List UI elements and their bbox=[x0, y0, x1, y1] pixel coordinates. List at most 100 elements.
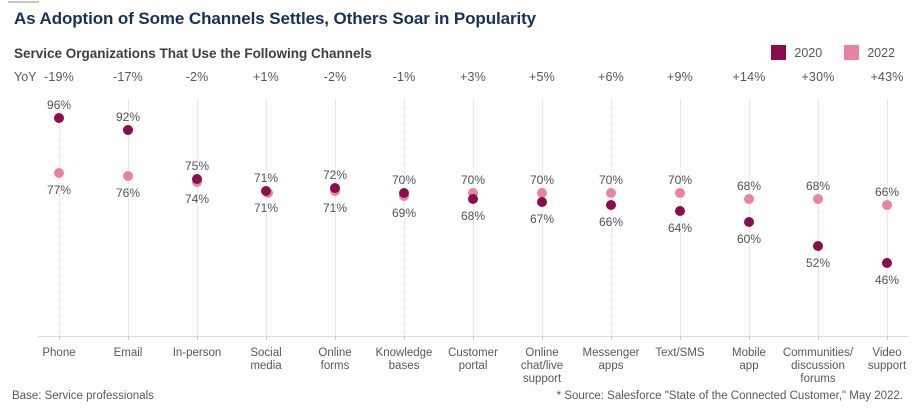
column-gridline bbox=[59, 100, 60, 336]
yoy-value: -2% bbox=[323, 70, 347, 84]
column-gridline bbox=[680, 100, 681, 336]
yoy-value: +43% bbox=[870, 70, 904, 84]
value-label-high: 66% bbox=[874, 185, 900, 199]
axis-tick bbox=[266, 336, 267, 340]
value-label-low: 67% bbox=[529, 212, 555, 227]
dot-2022-8 bbox=[606, 188, 616, 199]
axis-tick bbox=[59, 336, 60, 340]
category-label: Phone bbox=[42, 347, 76, 359]
value-label-high: 70% bbox=[598, 173, 624, 188]
value-label-low: 52% bbox=[805, 255, 831, 270]
dot-2022-11 bbox=[813, 194, 823, 205]
value-label-low: 69% bbox=[391, 206, 417, 221]
yoy-value: +1% bbox=[253, 70, 279, 84]
value-label-low: 46% bbox=[874, 273, 900, 287]
axis-tick bbox=[611, 336, 612, 340]
dot-2022-12 bbox=[882, 200, 892, 210]
category-label: Online forms bbox=[318, 347, 352, 372]
dot-2022-6 bbox=[468, 188, 478, 199]
value-label-high: 75% bbox=[184, 158, 210, 173]
column-gridline bbox=[128, 100, 129, 336]
value-label-high: 70% bbox=[391, 173, 417, 188]
yoy-value: -17% bbox=[113, 70, 143, 84]
category-label: Knowledge bases bbox=[375, 347, 433, 372]
dot-2020-4 bbox=[330, 182, 340, 193]
category-label: Online chat/live support bbox=[520, 347, 564, 385]
dot-2022-7 bbox=[537, 188, 547, 199]
dot-2022-10 bbox=[744, 194, 754, 205]
yoy-value: -2% bbox=[185, 70, 209, 84]
column-gridline bbox=[335, 100, 336, 336]
legend-item-2022: 2022 bbox=[844, 45, 895, 60]
footer-source-note: * Source: Salesforce "State of the Conne… bbox=[556, 390, 903, 402]
dot-2020-11 bbox=[813, 240, 823, 251]
column-gridline bbox=[818, 100, 819, 336]
axis-tick bbox=[335, 336, 336, 340]
chart-title: As Adoption of Some Channels Settles, Ot… bbox=[14, 9, 537, 28]
axis-tick bbox=[818, 336, 819, 340]
legend: 2020 2022 bbox=[771, 45, 895, 60]
category-label: Text/SMS bbox=[655, 347, 705, 359]
value-label-high: 70% bbox=[667, 173, 693, 188]
footer-base-note: Base: Service professionals bbox=[12, 390, 154, 402]
value-label-low: 66% bbox=[598, 215, 624, 229]
column-gridline bbox=[404, 100, 405, 336]
axis-tick bbox=[887, 336, 888, 340]
dot-2020-5 bbox=[399, 188, 409, 199]
yoy-value: +3% bbox=[460, 70, 486, 84]
yoy-row-label: YoY bbox=[14, 70, 37, 84]
axis-tick bbox=[197, 336, 198, 340]
value-label-high: 70% bbox=[460, 173, 486, 188]
legend-swatch-2022 bbox=[844, 45, 860, 60]
value-label-high: 96% bbox=[46, 98, 72, 112]
value-label-high: 68% bbox=[736, 179, 762, 194]
value-label-low: 76% bbox=[115, 186, 141, 200]
axis-tick bbox=[749, 336, 750, 340]
dot-2020-2 bbox=[192, 173, 202, 184]
value-label-high: 71% bbox=[253, 170, 279, 185]
value-label-high: 72% bbox=[322, 167, 348, 182]
yoy-value: +9% bbox=[667, 70, 693, 84]
chart-subtitle: Service Organizations That Use the Follo… bbox=[14, 46, 372, 61]
value-label-high: 70% bbox=[529, 173, 555, 188]
yoy-value: +30% bbox=[801, 70, 835, 84]
column-gridline bbox=[197, 100, 198, 336]
dot-2022-9 bbox=[675, 188, 685, 199]
value-label-low: 74% bbox=[184, 191, 210, 206]
value-label-low: 64% bbox=[667, 220, 693, 235]
category-label: Communities/ discussion forums bbox=[782, 347, 854, 385]
yoy-value: +14% bbox=[732, 70, 766, 84]
dot-2020-7 bbox=[537, 197, 547, 208]
column-gridline bbox=[542, 100, 543, 336]
dot-2022-1 bbox=[123, 171, 133, 181]
dot-2020-10 bbox=[744, 217, 754, 228]
value-label-low: 60% bbox=[736, 232, 762, 247]
value-label-low: 71% bbox=[322, 200, 348, 215]
value-label-high: 92% bbox=[115, 109, 141, 124]
column-gridline bbox=[611, 100, 612, 336]
column-gridline bbox=[887, 100, 888, 336]
legend-item-2020: 2020 bbox=[771, 45, 822, 60]
value-label-low: 77% bbox=[46, 183, 72, 198]
category-label: In-person bbox=[172, 347, 222, 359]
category-label: Customer portal bbox=[448, 347, 498, 372]
dot-2020-9 bbox=[675, 205, 685, 216]
dot-2020-3 bbox=[261, 185, 271, 196]
legend-label-2020: 2020 bbox=[794, 45, 823, 60]
axis-tick bbox=[680, 336, 681, 340]
value-label-low: 71% bbox=[253, 200, 279, 215]
legend-label-2022: 2022 bbox=[867, 45, 895, 60]
value-label-high: 68% bbox=[805, 179, 831, 194]
dot-2020-6 bbox=[468, 194, 478, 205]
axis-tick bbox=[404, 336, 405, 340]
dot-2020-12 bbox=[882, 258, 892, 268]
category-label: Email bbox=[113, 347, 143, 359]
dot-2020-1 bbox=[123, 124, 133, 135]
axis-tick bbox=[473, 336, 474, 340]
column-gridline bbox=[266, 100, 267, 336]
legend-swatch-2020 bbox=[771, 45, 787, 60]
dot-2020-0 bbox=[54, 113, 64, 123]
axis-tick bbox=[128, 336, 129, 340]
axis-tick bbox=[542, 336, 543, 340]
